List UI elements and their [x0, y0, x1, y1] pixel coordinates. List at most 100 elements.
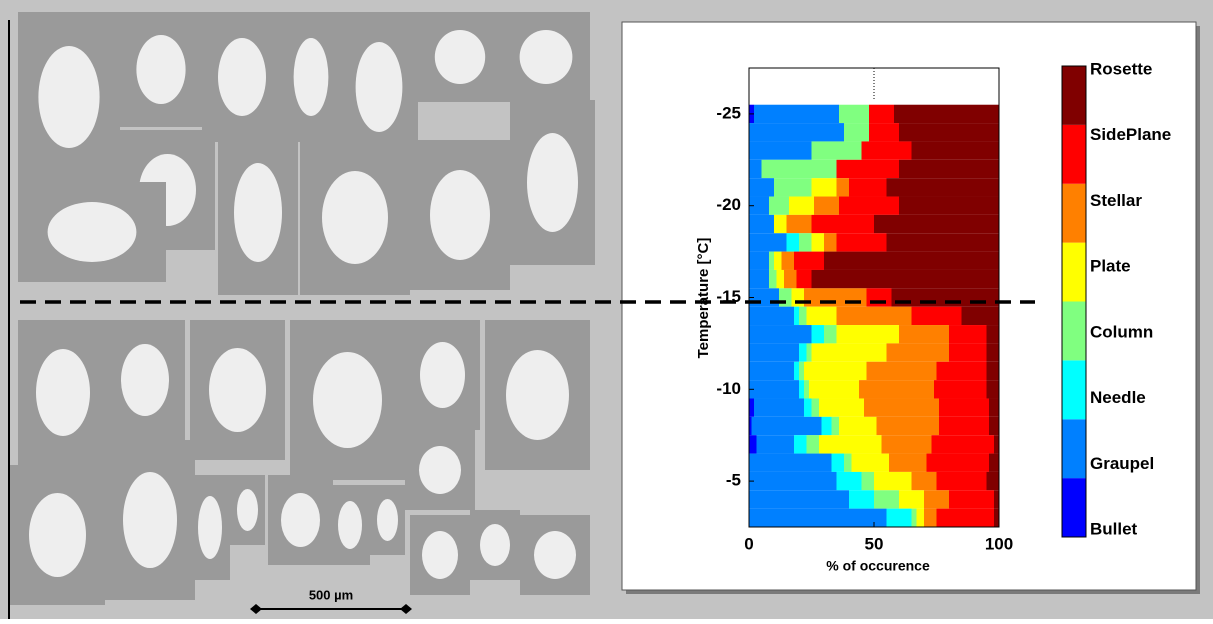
colorbar-frame	[1061, 65, 1087, 538]
bar-segment	[811, 325, 824, 344]
bar-segment	[781, 251, 794, 270]
x-tick-label: 0	[744, 534, 753, 553]
legend-label: Rosette	[1090, 59, 1152, 78]
crystal	[29, 493, 86, 577]
bar-segment	[989, 398, 999, 417]
bar-segment	[986, 361, 999, 381]
bar-segment	[804, 361, 867, 381]
bar-segment	[916, 508, 924, 527]
crystal	[198, 496, 222, 559]
legend-label: Stellar	[1090, 191, 1142, 210]
scale-bar-label: 500 µm	[309, 587, 353, 602]
bar-segment	[949, 490, 994, 509]
crystal	[313, 352, 382, 448]
bar-segment	[989, 453, 999, 472]
bar-segment	[749, 214, 774, 234]
bar-segment	[986, 325, 999, 344]
legend-label: Needle	[1090, 388, 1146, 407]
bar-segment	[934, 380, 987, 399]
crystal	[293, 38, 329, 116]
bar-segment	[889, 453, 927, 472]
bar-segment	[749, 380, 799, 399]
bar-segment	[836, 471, 862, 491]
crystal	[422, 531, 458, 579]
bar-segment	[939, 416, 989, 436]
bar-segment	[821, 416, 832, 436]
bar-segment	[936, 508, 994, 527]
bar-segment	[794, 361, 799, 381]
legend-swatch	[1062, 124, 1086, 184]
crystal	[419, 446, 461, 494]
bar-segment	[749, 159, 762, 179]
bar-segment	[789, 196, 814, 215]
bar-segment	[784, 269, 797, 289]
legend-swatch	[1062, 419, 1086, 479]
bar-segment	[786, 214, 812, 234]
bar-segment	[931, 435, 994, 454]
bar-segment	[849, 178, 887, 197]
bar-segment	[749, 490, 849, 509]
plot: 0 50 100-25-20-15-10-5	[716, 67, 1013, 553]
bar-segment	[819, 435, 882, 454]
bar-segment	[749, 416, 752, 436]
legend-label: SidePlane	[1090, 125, 1171, 144]
bar-segment	[894, 104, 999, 124]
bar-segment	[986, 343, 999, 362]
bar-segment	[886, 178, 999, 197]
bar-segment	[814, 196, 839, 215]
bar-segment	[819, 398, 864, 417]
bar-segment	[806, 343, 812, 362]
legend-label: Column	[1090, 322, 1153, 341]
bar-segment	[924, 490, 949, 509]
bar-segment	[851, 453, 889, 472]
bar-segment	[809, 380, 859, 399]
bar-segment	[811, 398, 819, 417]
bar-segment	[749, 306, 794, 326]
bar-segment	[749, 178, 774, 197]
bar-segment	[799, 233, 812, 252]
bar-segment	[844, 123, 869, 142]
x-tick-label: 100	[985, 534, 1013, 553]
y-axis-label: Temperature [°C]	[695, 238, 712, 359]
bar-segment	[769, 196, 789, 215]
bar-segment	[911, 306, 962, 326]
bar-segment	[911, 141, 999, 160]
y-tick-label: -20	[716, 195, 741, 214]
bar-segment	[911, 471, 937, 491]
bar-segment	[869, 104, 894, 124]
bar-segment	[836, 233, 887, 252]
bar-segment	[774, 251, 782, 270]
bar-segment	[886, 343, 949, 362]
bar-segment	[899, 490, 924, 509]
bar-segment	[836, 159, 899, 179]
bar-segment	[754, 398, 804, 417]
bar-segment	[799, 343, 807, 362]
crystal	[377, 499, 398, 541]
crystal	[209, 348, 266, 432]
bar-segment	[749, 453, 832, 472]
bar-segment	[799, 306, 807, 326]
bar-segment	[874, 471, 912, 491]
bar-segment	[876, 416, 939, 436]
legend-swatch	[1062, 183, 1086, 243]
bar-segment	[811, 343, 887, 362]
crystal	[237, 489, 258, 531]
bar-segment	[859, 380, 934, 399]
bar-segment	[811, 269, 999, 289]
legend-label: Plate	[1090, 257, 1131, 276]
bar-segment	[749, 269, 769, 289]
bar-segment	[849, 490, 874, 509]
bar-segment	[926, 453, 989, 472]
y-tick-label: -25	[716, 103, 741, 122]
bar-segment	[749, 398, 754, 417]
bar-segment	[936, 361, 987, 381]
bar-segment	[769, 269, 777, 289]
bar-segment	[799, 361, 804, 381]
bar-segment	[776, 269, 784, 289]
crystal	[355, 42, 403, 132]
bar-segment	[794, 251, 824, 270]
bar-segment	[886, 233, 999, 252]
bar-segment	[839, 104, 869, 124]
bar-segment	[751, 416, 822, 436]
crystal	[234, 163, 282, 262]
